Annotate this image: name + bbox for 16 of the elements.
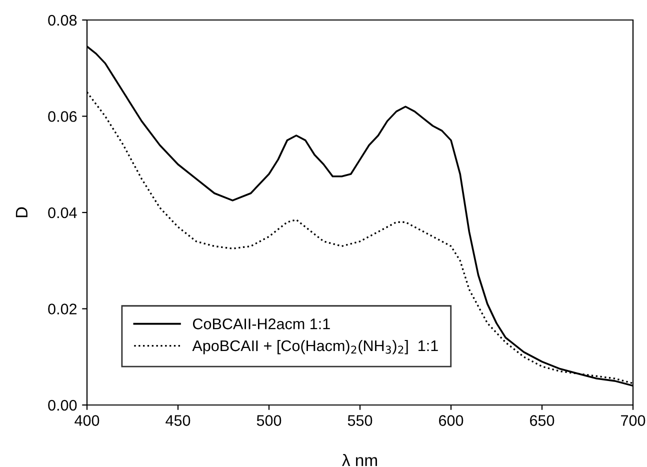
- x-tick-label: 650: [530, 415, 554, 426]
- legend-label: CoBCAII-H2acm 1:1: [192, 318, 330, 330]
- y-tick-label: 0.00: [48, 400, 77, 411]
- x-tick-label: 550: [348, 415, 372, 426]
- x-axis-title: λ nm: [342, 454, 377, 466]
- y-axis-title: D: [16, 207, 28, 218]
- y-tick-label: 0.04: [48, 207, 77, 218]
- x-tick-label: 400: [74, 415, 100, 426]
- x-tick-label: 700: [621, 415, 646, 426]
- y-tick-label: 0.02: [48, 304, 77, 314]
- x-tick-label: 500: [256, 415, 282, 426]
- y-tick-label: 0.08: [48, 14, 77, 26]
- legend-label: ApoBCAII + [Co(Hacm)$_{2}$(NH$_{3}$)$_{2}$] 1:1: [192, 340, 438, 354]
- y-tick-label: 0.06: [48, 111, 77, 122]
- x-tick-label: 450: [166, 415, 190, 426]
- x-tick-label: 600: [439, 415, 464, 426]
